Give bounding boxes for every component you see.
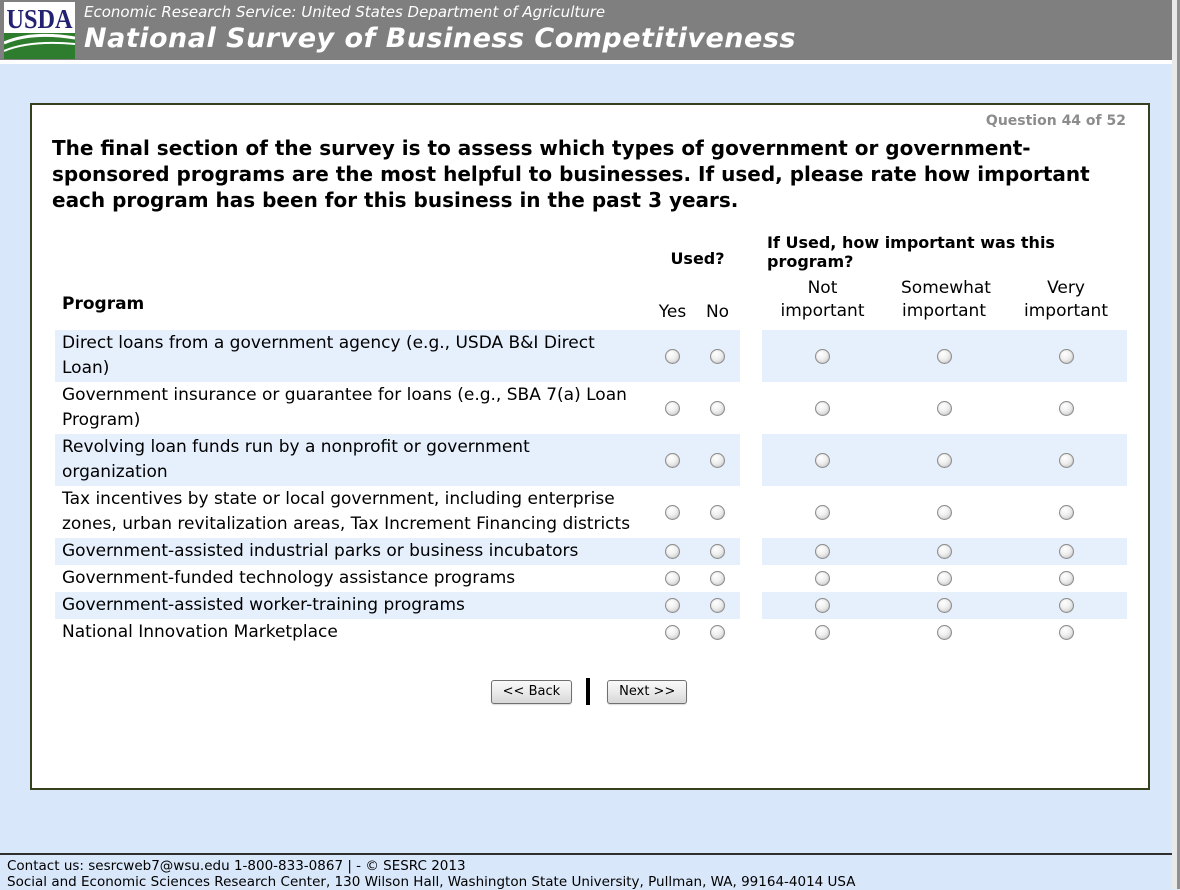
radio-importance-somewhat[interactable] [936, 625, 952, 640]
button-separator [586, 678, 591, 705]
usda-logo-icon: USDA [4, 2, 75, 59]
radio-importance-somewhat[interactable] [936, 571, 952, 586]
radio-used-no[interactable] [710, 544, 725, 559]
radio-importance-very[interactable] [1058, 504, 1074, 520]
question-instruction: The final section of the survey is to as… [52, 136, 1090, 212]
radio-used-yes[interactable] [665, 348, 680, 364]
back-button[interactable]: << Back [490, 679, 573, 704]
not-important-column-label: Not important [780, 278, 865, 321]
radio-importance-somewhat[interactable] [936, 400, 952, 416]
radio-importance-very[interactable] [1058, 571, 1074, 586]
survey-panel: Question 44 of 52 The final section of t… [30, 103, 1150, 790]
yes-column-label: Yes [658, 302, 687, 322]
navigation-buttons: << Back Next >> [52, 678, 1126, 705]
scrollbar[interactable] [1172, 0, 1180, 889]
program-label: Direct loans from a government agency (e… [62, 333, 595, 378]
radio-used-no[interactable] [710, 598, 725, 613]
radio-used-yes[interactable] [665, 504, 680, 520]
no-column-label: No [705, 302, 730, 322]
radio-importance-very[interactable] [1058, 400, 1074, 416]
header-banner: USDA Economic Research Service: United S… [0, 0, 1180, 64]
table-row: Tax incentives by state or local governm… [55, 486, 1127, 538]
radio-importance-not[interactable] [815, 571, 830, 586]
radio-used-yes[interactable] [665, 544, 680, 559]
program-label: Revolving loan funds run by a nonprofit … [62, 437, 530, 482]
footer-contact-line: Contact us: sesrcweb7@wsu.edu 1-800-833-… [7, 858, 466, 874]
table-row: Direct loans from a government agency (e… [55, 330, 1127, 382]
program-label: National Innovation Marketplace [62, 622, 338, 642]
radio-importance-somewhat[interactable] [936, 504, 952, 520]
program-label: Government-assisted industrial parks or … [62, 541, 579, 561]
radio-importance-somewhat[interactable] [936, 598, 952, 613]
radio-importance-not[interactable] [815, 598, 830, 613]
radio-importance-very[interactable] [1058, 625, 1074, 640]
somewhat-important-column-label: Somewhat important [901, 278, 991, 321]
radio-importance-somewhat[interactable] [936, 452, 952, 468]
footer-address-line: Social and Economic Sciences Research Ce… [7, 874, 856, 890]
program-column-header: Program [62, 294, 145, 314]
radio-importance-very[interactable] [1058, 544, 1074, 559]
radio-importance-not[interactable] [815, 625, 830, 640]
table-body: Direct loans from a government agency (e… [55, 330, 1127, 646]
table-row: National Innovation Marketplace [55, 619, 1127, 646]
radio-importance-very[interactable] [1058, 348, 1074, 364]
radio-used-yes[interactable] [665, 400, 680, 416]
table-row: Government-assisted worker-training prog… [55, 592, 1127, 619]
radio-importance-not[interactable] [815, 544, 830, 559]
radio-importance-not[interactable] [815, 504, 830, 520]
radio-used-yes[interactable] [665, 571, 680, 586]
radio-importance-somewhat[interactable] [936, 544, 952, 559]
question-counter: Question 44 of 52 [985, 113, 1126, 129]
radio-used-yes[interactable] [665, 598, 680, 613]
next-button[interactable]: Next >> [607, 679, 688, 704]
radio-used-no[interactable] [710, 571, 725, 586]
program-label: Government insurance or guarantee for lo… [62, 385, 627, 430]
page-title: National Survey of Business Competitiven… [84, 23, 796, 54]
table-row: Revolving loan funds run by a nonprofit … [55, 434, 1127, 486]
agency-line: Economic Research Service: United States… [84, 3, 606, 21]
svg-text:USDA: USDA [7, 4, 73, 34]
radio-used-no[interactable] [710, 400, 725, 416]
radio-importance-very[interactable] [1058, 452, 1074, 468]
radio-importance-not[interactable] [815, 452, 830, 468]
radio-importance-not[interactable] [815, 348, 830, 364]
radio-importance-not[interactable] [815, 400, 830, 416]
radio-used-no[interactable] [710, 348, 725, 364]
radio-importance-somewhat[interactable] [936, 348, 952, 364]
program-label: Government-assisted worker-training prog… [62, 595, 465, 615]
footer: Contact us: sesrcweb7@wsu.edu 1-800-833-… [0, 853, 1180, 890]
radio-used-yes[interactable] [665, 452, 680, 468]
radio-importance-very[interactable] [1058, 598, 1074, 613]
program-label: Government-funded technology assistance … [62, 568, 516, 588]
table-row: Government insurance or guarantee for lo… [55, 382, 1127, 434]
program-table: Used? If Used, how important was this pr… [55, 233, 1127, 646]
importance-column-header: If Used, how important was this program? [767, 233, 1055, 271]
table-row: Government-assisted industrial parks or … [55, 538, 1127, 565]
radio-used-no[interactable] [710, 452, 725, 468]
used-column-header: Used? [670, 249, 725, 268]
radio-used-no[interactable] [710, 504, 725, 520]
very-important-column-label: Very important [1024, 278, 1108, 321]
radio-used-yes[interactable] [665, 625, 680, 640]
radio-used-no[interactable] [710, 625, 725, 640]
program-label: Tax incentives by state or local governm… [62, 489, 631, 534]
table-row: Government-funded technology assistance … [55, 565, 1127, 592]
